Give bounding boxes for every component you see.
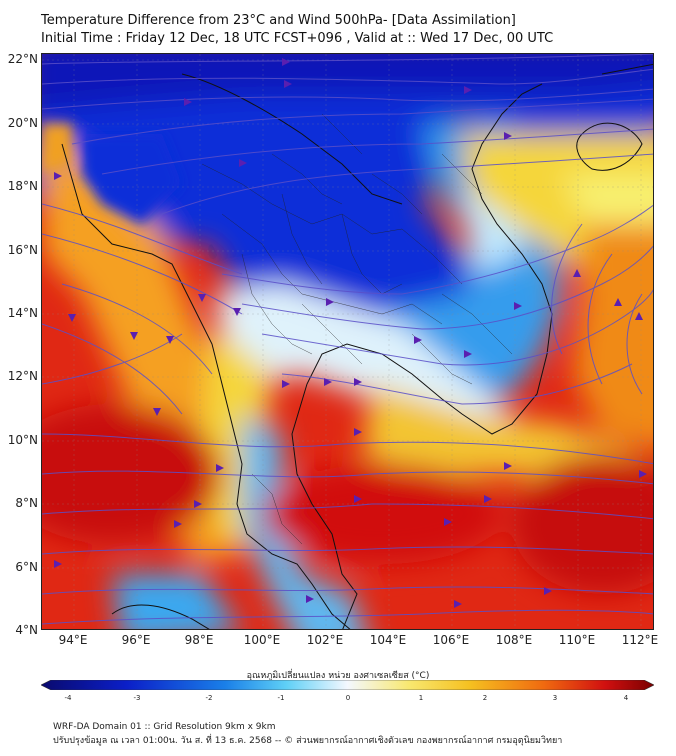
- footer-credit: ปรับปรุงข้อมูล ณ เวลา 01:00น. วัน ส. ที่…: [53, 736, 563, 746]
- title-line-2: Initial Time : Friday 12 Dec, 18 UTC FCS…: [41, 31, 554, 46]
- lon-label: 106°E: [432, 633, 470, 647]
- lat-label: 22°N: [7, 52, 38, 66]
- colorbar: [41, 680, 654, 690]
- footer-model-info: WRF-DA Domain 01 :: Grid Resolution 9km …: [53, 722, 276, 732]
- lat-label: 12°N: [7, 369, 38, 383]
- coastlines: [61, 63, 653, 629]
- lat-label: 16°N: [7, 243, 38, 257]
- lon-label: 110°E: [558, 633, 596, 647]
- colorbar-tick: 2: [482, 694, 488, 702]
- lat-label: 4°N: [15, 623, 38, 637]
- colorbar-tick: 0: [345, 694, 351, 702]
- colorbar-tick: -3: [133, 694, 141, 702]
- province-borders: [201, 113, 513, 545]
- colorbar-tick: 1: [418, 694, 424, 702]
- colorbar-tick: 4: [623, 694, 629, 702]
- wind-streamlines: [42, 54, 653, 625]
- colorbar-caption: อุณหภูมิเปลี่ยนแปลง หน่วย องศาเซลเซียส (…: [246, 671, 430, 681]
- lon-label: 94°E: [58, 633, 88, 647]
- lon-label: 104°E: [369, 633, 407, 647]
- lon-label: 96°E: [121, 633, 151, 647]
- colorbar-tick: 3: [552, 694, 558, 702]
- temperature-field: [42, 54, 653, 629]
- lat-label: 14°N: [7, 306, 38, 320]
- lon-label: 108°E: [495, 633, 533, 647]
- lat-label: 10°N: [7, 433, 38, 447]
- lon-label: 102°E: [306, 633, 344, 647]
- wind-arrows: [54, 58, 647, 608]
- lat-label: 18°N: [7, 179, 38, 193]
- lat-label: 8°N: [15, 496, 38, 510]
- chart-title: Temperature Difference from 23°C and Win…: [41, 12, 553, 48]
- colorbar-tick: -1: [277, 694, 285, 702]
- colorbar-tick: -4: [64, 694, 72, 702]
- graticule: [42, 54, 653, 629]
- footer: WRF-DA Domain 01 :: Grid Resolution 9km …: [53, 720, 562, 748]
- weather-map: [42, 54, 653, 629]
- map-panel: [41, 53, 654, 630]
- lat-label: 6°N: [15, 560, 38, 574]
- lon-label: 100°E: [243, 633, 281, 647]
- colorbar-tick: -2: [205, 694, 213, 702]
- title-line-1: Temperature Difference from 23°C and Win…: [41, 13, 516, 28]
- lon-label: 98°E: [184, 633, 214, 647]
- lon-label: 112°E: [621, 633, 659, 647]
- lat-label: 20°N: [7, 116, 38, 130]
